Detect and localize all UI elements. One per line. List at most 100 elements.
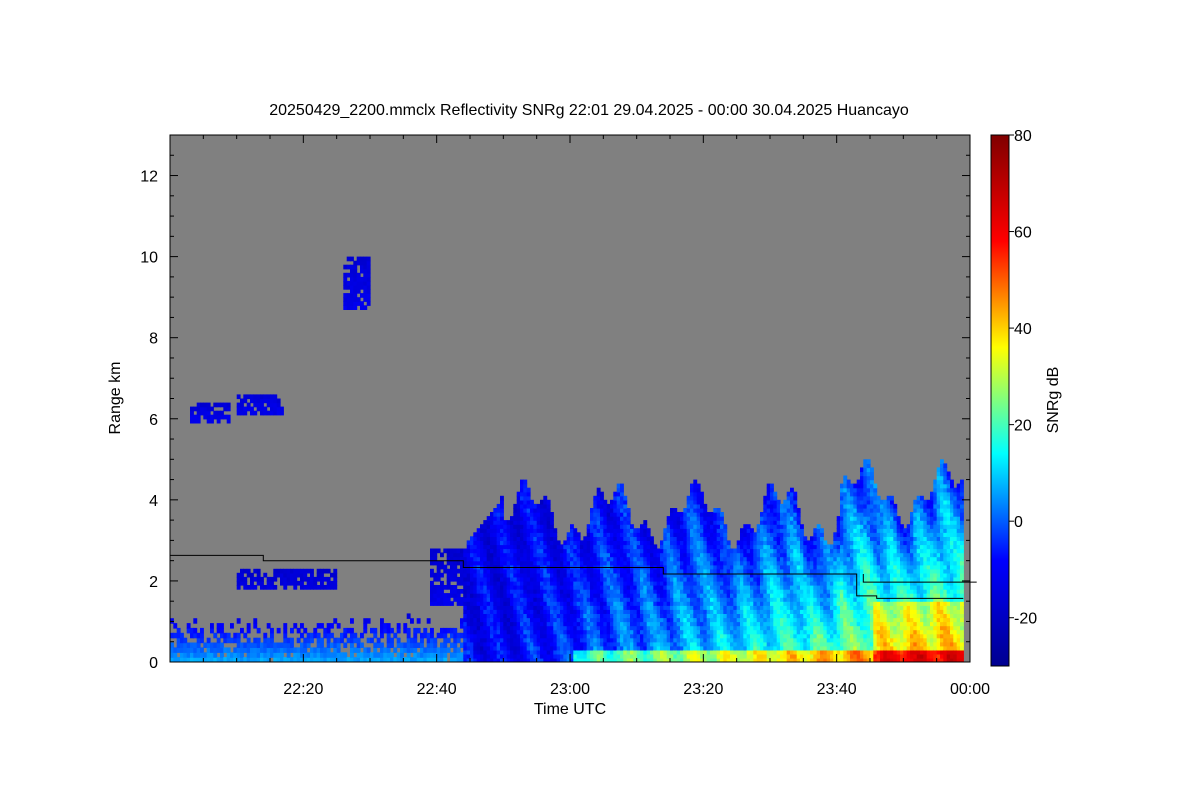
echo-cell: [783, 552, 788, 558]
echo-cell: [526, 649, 531, 655]
echo-cell: [613, 645, 618, 651]
echo-cell: [796, 516, 801, 521]
echo-cell: [573, 544, 578, 550]
echo-cell: [793, 528, 798, 533]
echo-cell: [306, 585, 311, 590]
echo-cell: [763, 633, 768, 639]
echo-cell: [500, 585, 504, 590]
echo-cell: [423, 652, 428, 658]
echo-cell: [303, 652, 308, 658]
echo-cell: [490, 653, 494, 659]
echo-cell: [406, 642, 411, 648]
echo-cell: [696, 645, 701, 651]
echo-cell: [720, 585, 724, 590]
echo-cell: [626, 552, 631, 558]
echo-cell: [676, 556, 681, 562]
echo-cell: [526, 503, 531, 509]
echo-cell: [626, 597, 631, 602]
echo-cell: [553, 548, 558, 554]
echo-cell: [753, 552, 758, 558]
echo-cell: [690, 633, 694, 639]
echo-cell: [776, 516, 781, 521]
echo-cell: [760, 560, 764, 566]
echo-cell: [306, 632, 311, 639]
echo-cell: [596, 629, 601, 635]
echo-cell: [523, 572, 528, 578]
echo-cell: [606, 657, 611, 662]
echo-cell: [640, 536, 644, 541]
echo-cell: [790, 503, 794, 509]
echo-cell: [636, 649, 641, 655]
echo-cell: [690, 613, 694, 619]
echo-cell: [770, 601, 774, 606]
echo-cell: [430, 560, 434, 566]
echo-cell: [776, 580, 781, 586]
echo-cell: [673, 637, 678, 643]
echo-cell: [410, 647, 414, 653]
echo-cell: [460, 572, 464, 578]
echo-cell: [476, 580, 481, 586]
echo-cell: [580, 625, 584, 631]
echo-cell: [366, 657, 371, 662]
echo-cell: [713, 556, 718, 562]
echo-cell: [556, 552, 561, 558]
echo-cell: [716, 524, 721, 529]
echo-cell: [260, 398, 264, 404]
echo-cell: [670, 564, 674, 570]
echo-cell: [670, 597, 674, 602]
echo-cell: [796, 589, 801, 594]
echo-cell: [213, 414, 218, 420]
echo-cell: [790, 544, 794, 550]
echo-cell: [480, 645, 484, 651]
echo-cell: [436, 657, 441, 662]
echo-cell: [496, 540, 501, 546]
echo-cell: [796, 552, 801, 558]
echo-cell: [606, 585, 611, 590]
echo-cell: [273, 406, 278, 412]
echo-cell: [600, 649, 604, 655]
echo-cell: [240, 652, 244, 658]
echo-cell: [750, 568, 754, 574]
echo-cell: [603, 532, 608, 537]
echo-cell: [470, 552, 474, 558]
echo-cell: [473, 633, 478, 639]
echo-cell: [703, 528, 708, 533]
echo-cell: [736, 552, 741, 558]
echo-cell: [753, 653, 758, 659]
echo-cell: [643, 625, 648, 631]
echo-cell: [633, 548, 638, 554]
echo-cell: [426, 637, 431, 644]
echo-cell: [423, 647, 428, 653]
echo-cell: [523, 508, 528, 513]
echo-cell: [320, 652, 324, 658]
echo-cell: [566, 576, 571, 582]
echo-cell: [720, 589, 724, 594]
echo-cell: [573, 637, 578, 643]
echo-cell: [683, 585, 688, 590]
echo-cell: [746, 593, 751, 598]
echo-cell: [286, 652, 291, 658]
echo-cell: [443, 647, 448, 653]
echo-cell: [763, 512, 768, 517]
echo-cell: [466, 657, 471, 662]
echo-cell: [616, 528, 621, 533]
echo-cell: [423, 657, 428, 662]
echo-cell: [653, 548, 658, 554]
echo-cell: [540, 572, 544, 578]
echo-cell: [550, 512, 554, 517]
echo-cell: [610, 629, 614, 635]
echo-cell: [513, 653, 518, 659]
echo-cell: [440, 564, 444, 570]
echo-cell: [670, 548, 674, 554]
echo-cell: [723, 524, 728, 529]
echo-cell: [506, 649, 511, 655]
echo-cell: [610, 657, 614, 662]
echo-cell: [683, 625, 688, 631]
echo-cell: [506, 629, 511, 635]
echo-cell: [333, 572, 338, 578]
echo-cell: [553, 657, 558, 662]
echo-cell: [556, 637, 561, 643]
echo-cell: [280, 568, 284, 574]
echo-cell: [530, 508, 534, 513]
echo-cell: [363, 293, 368, 298]
